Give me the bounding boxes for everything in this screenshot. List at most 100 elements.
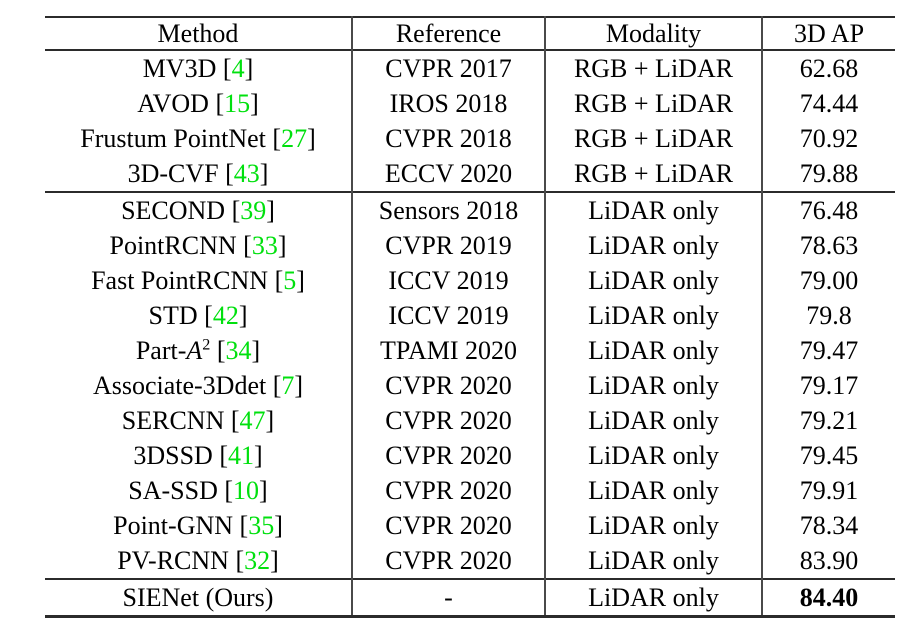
ap-cell: 70.92 [761,121,895,156]
reference-cell: ECCV 2020 [351,156,545,192]
method-name: Fast PointRCNN [91,266,269,295]
table-row: Point-GNN [35] CVPR 2020 LiDAR only 78.34 [45,508,895,543]
column-header-reference: Reference [351,17,545,50]
column-header-method: Method [157,19,239,48]
method-name: AVOD [137,89,209,118]
modality-cell: LiDAR only [544,543,762,579]
modality-cell: LiDAR only [544,403,762,438]
citation-number: 41 [227,441,254,470]
table-row: Associate-3Ddet [7] CVPR 2020 LiDAR only 79… [45,368,895,403]
ap-cell: 79.45 [761,438,895,473]
ap-cell: 79.00 [761,263,895,298]
ap-cell: 79.88 [761,156,895,192]
method-cell: AVOD [15] [137,89,259,118]
table-row: SIENet (Ours) - LiDAR only 84.40 [45,579,895,617]
citation-number: 35 [248,511,275,540]
method-name: PointRCNN [109,231,237,260]
method-cell: Associate-3Ddet [7] [92,371,304,400]
column-header-modality: Modality [544,17,762,50]
ap-cell: 79.21 [761,403,895,438]
ap-cell: 84.40 [761,579,895,617]
method-name: SECOND [121,196,226,225]
reference-cell: Sensors 2018 [351,192,545,228]
citation-number: 43 [233,159,260,188]
citation-number: 15 [224,89,251,118]
row-group-lidar-only-methods: SECOND [39] Sensors 2018 LiDAR only 76.48 Po… [45,192,895,579]
reference-cell: CVPR 2020 [351,438,545,473]
table-row: SA-SSD [10] CVPR 2020 LiDAR only 79.91 [45,473,895,508]
modality-cell: RGB + LiDAR [544,86,762,121]
ap-cell: 78.34 [761,508,895,543]
modality-cell: LiDAR only [544,473,762,508]
citation-number: 7 [281,371,295,400]
ap-cell: 62.68 [761,50,895,86]
results-table-container: Method Reference Modality 3D AP MV3D [4]… [45,16,895,618]
reference-cell: ICCV 2019 [351,298,545,333]
ap-cell: 76.48 [761,192,895,228]
method-cell: MV3D [4] [142,54,254,83]
method-cell: PointRCNN [33] [109,231,287,260]
citation-number: 39 [240,196,267,225]
reference-cell: TPAMI 2020 [351,333,545,368]
reference-cell: CVPR 2020 [351,403,545,438]
reference-cell: IROS 2018 [351,86,545,121]
modality-cell: RGB + LiDAR [544,156,762,192]
modality-cell: LiDAR only [544,228,762,263]
modality-cell: LiDAR only [544,368,762,403]
table-row: SERCNN [47] CVPR 2020 LiDAR only 79.21 [45,403,895,438]
table-header: Method Reference Modality 3D AP [45,17,895,50]
ap-cell: 79.17 [761,368,895,403]
reference-cell: - [351,579,545,617]
row-group-rgb-lidar-methods: MV3D [4] CVPR 2017 RGB + LiDAR 62.68 AVOD [1… [45,50,895,192]
table-row: PV-RCNN [32] CVPR 2020 LiDAR only 83.90 [45,543,895,579]
table-row: Frustum PointNet [27] CVPR 2018 RGB + LiDA… [45,121,895,156]
results-table: Method Reference Modality 3D AP MV3D [4]… [45,16,895,618]
method-cell: SECOND [39] [121,196,275,225]
method-name: Associate-3Ddet [92,371,267,400]
ap-cell: 74.44 [761,86,895,121]
table-row: Fast PointRCNN [5] ICCV 2019 LiDAR only 79.… [45,263,895,298]
method-name: STD [148,301,198,330]
table-row: AVOD [15] IROS 2018 RGB + LiDAR 74.44 [45,86,895,121]
method-name: MV3D [142,54,217,83]
method-cell: Point-GNN [35] [113,511,283,540]
citation-number: 5 [283,266,297,295]
method-cell: Part-A2 [34] [135,336,261,365]
method-name: PV-RCNN [117,546,229,575]
ap-cell: 79.47 [761,333,895,368]
table-row: PointRCNN [33] CVPR 2019 LiDAR only 78.63 [45,228,895,263]
method-name: Frustum PointNet [80,124,266,153]
reference-cell: CVPR 2019 [351,228,545,263]
citation-number: 34 [225,336,252,365]
table-row: 3DSSD [41] CVPR 2020 LiDAR only 79.45 [45,438,895,473]
reference-cell: CVPR 2020 [351,473,545,508]
reference-cell: CVPR 2020 [351,508,545,543]
modality-cell: LiDAR only [544,192,762,228]
reference-cell: CVPR 2020 [351,543,545,579]
reference-cell: CVPR 2018 [351,121,545,156]
reference-cell: CVPR 2020 [351,368,545,403]
modality-cell: LiDAR only [544,438,762,473]
method-name: SERCNN [121,406,225,435]
modality-cell: LiDAR only [544,298,762,333]
method-cell: SA-SSD [10] [128,476,268,505]
table-row: 3D-CVF [43] ECCV 2020 RGB + LiDAR 79.88 [45,156,895,192]
citation-number: 10 [233,476,260,505]
modality-cell: LiDAR only [544,579,762,617]
citation-number: 27 [281,124,308,153]
ap-cell: 79.91 [761,473,895,508]
method-cell: PV-RCNN [32] [117,546,279,575]
citation-number: 42 [212,301,239,330]
method-cell: 3DSSD [41] [133,441,263,470]
table-row: SECOND [39] Sensors 2018 LiDAR only 76.48 [45,192,895,228]
table-row: Part-A2 [34] TPAMI 2020 LiDAR only 79.47 [45,333,895,368]
method-cell: STD [42] [148,301,248,330]
ap-cell: 83.90 [761,543,895,579]
method-name: SIENet (Ours) [122,583,274,612]
method-name: 3D-CVF [127,159,219,188]
modality-cell: LiDAR only [544,263,762,298]
row-group-ours: SIENet (Ours) - LiDAR only 84.40 [45,579,895,617]
method-name: SA-SSD [128,476,218,505]
method-cell: SERCNN [47] [121,406,275,435]
method-cell: SIENet (Ours) [45,579,352,617]
